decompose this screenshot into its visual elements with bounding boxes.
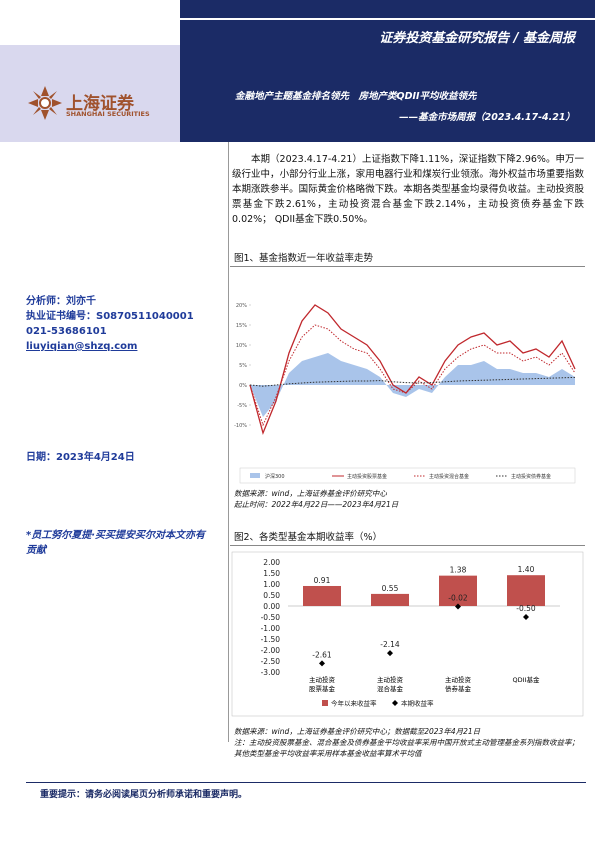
y-tick-label: 1.00 (263, 580, 280, 589)
divider (228, 142, 229, 742)
y-tick-label: -2.00 (261, 646, 281, 655)
contributor: *员工努尔夏提·买买提安买尔对本文亦有贡献 (26, 530, 206, 556)
logo-icon (28, 86, 62, 120)
legend-label: 今年以来收益率 (331, 699, 377, 708)
x-tick-label: 主动投资 债券基金 (445, 676, 471, 693)
y-tick-label: 5% (239, 363, 247, 369)
y-tick-label: -5% (237, 403, 247, 409)
figure1-period: 起止时间：2022年4月22日——2023年4月21日 (234, 500, 399, 509)
y-tick-label: -3.00 (261, 668, 281, 677)
license: 执业证书编号：S0870511040001 (26, 311, 194, 322)
y-tick-label: 20% (236, 303, 247, 309)
legend-swatch (250, 473, 260, 478)
line (249, 304, 576, 436)
bar-value-label: 0.91 (314, 576, 331, 585)
point-value-label: -0.50 (516, 604, 536, 613)
y-tick-label: 0% (239, 383, 247, 389)
figure2-categories: 主动投资 股票基金 主动投资 混合基金 主动投资 债券基金 QDII基金 (230, 676, 585, 706)
bar (507, 575, 545, 606)
legend-label: 主动投资股票基金 (347, 473, 387, 480)
y-tick-label: -2.50 (261, 657, 281, 666)
y-tick-label: -1.50 (261, 635, 281, 644)
y-tick-label: 0.50 (263, 591, 280, 600)
figure1-notes: 数据来源：wind，上海证券基金评价研究中心 起止时间：2022年4月22日——… (234, 488, 398, 510)
y-tick-label: 1.50 (263, 569, 280, 578)
line (249, 376, 576, 387)
bar-value-label: 0.55 (382, 584, 399, 593)
footer-rule (26, 782, 586, 783)
subheadline: ——基金市场周报（2023.4.17-4.21） (399, 112, 575, 123)
figure1-source: 数据来源：wind，上海证券基金评价研究中心 (234, 489, 387, 498)
analyst-info: 分析师：刘亦千 执业证书编号：S0870511040001 021-536861… (26, 294, 194, 354)
figure2-note: 注：主动投资股票基金、混合基金及债券基金平均收益率采用中国开放式主动管理基金系列… (234, 738, 579, 758)
y-tick-label: -1.00 (261, 624, 281, 633)
point (319, 660, 325, 667)
header-band (180, 20, 595, 142)
bar-value-label: 1.40 (518, 565, 535, 574)
email: liuyiqian@shzq.com (26, 341, 138, 352)
caption-rule (230, 266, 585, 267)
point-value-label: -2.14 (380, 640, 400, 649)
y-tick-label: 15% (236, 323, 247, 329)
legend-swatch (322, 700, 328, 706)
point (523, 614, 529, 620)
legend-label: 主动投资混合基金 (429, 473, 469, 480)
figure2-caption: 图2、各类型基金本期收益率（%） (234, 532, 383, 543)
footer: 重要提示：请务必阅读尾页分析师承诺和重要声明。 (40, 790, 248, 800)
legend-label: 主动投资债券基金 (511, 473, 551, 480)
point-value-label: -2.61 (312, 650, 332, 659)
figure2-source: 数据来源：wind，上海证券基金评价研究中心；数据截至2023年4月21日 (234, 727, 481, 736)
x-tick-label: 主动投资 股票基金 (309, 676, 335, 693)
chart-frame (231, 551, 584, 717)
x-tick-label: QDII基金 (512, 676, 540, 684)
legend-label: 本期收益率 (401, 699, 434, 708)
legend-frame (239, 467, 576, 484)
y-tick-label: 2.00 (263, 558, 280, 567)
headline: 金融地产主题基金排名领先 房地产类QDII平均收益领先 (235, 91, 477, 102)
figure2-chart: -3.00 -2.50 -2.00 -1.50 -1.00 -0.50 0.00 0.50 1.… (231, 551, 584, 717)
point (455, 603, 461, 610)
date: 日期：2023年4月24日 (26, 452, 135, 463)
bar (439, 575, 477, 606)
y-tick-label: 0.00 (263, 602, 280, 611)
bar (303, 585, 341, 606)
point-value-label: -0.02 (448, 593, 468, 602)
logo-band (0, 45, 180, 142)
bar-value-label: 1.38 (450, 566, 467, 575)
y-tick-label: 10% (236, 343, 247, 349)
analyst: 分析师：刘亦千 (26, 296, 96, 307)
line (249, 324, 576, 427)
y-tick-label: -0.50 (261, 613, 281, 622)
logo-cn: 上海证券 (66, 94, 134, 114)
legend-label: 沪深300 (265, 473, 285, 480)
phone: 021-53686101 (26, 326, 107, 337)
summary: 本期（2023.4.17-4.21）上证指数下降1.11%，深证指数下降2.96… (232, 154, 584, 225)
caption-rule (230, 545, 585, 546)
y-tick-label: -10% (234, 423, 247, 429)
x-tick-label: 主动投资 混合基金 (377, 676, 403, 693)
top-band (180, 0, 595, 18)
legend-swatch (392, 700, 398, 706)
figure1-caption: 图1、基金指数近一年收益率走势 (234, 253, 374, 264)
point (387, 650, 393, 657)
figure2-notes: 数据来源：wind，上海证券基金评价研究中心；数据截至2023年4月21日 注：… (234, 726, 584, 759)
logo-en: SHANGHAI SECURITIES (66, 110, 150, 118)
report-type: 证券投资基金研究报告 / 基金周报 (379, 31, 575, 46)
figure1-chart: -10% -5% 0% 5% 10% 15% 20% 沪深300 主动投资股票基金 主动投资混合基… (234, 303, 576, 484)
bar (371, 593, 409, 606)
